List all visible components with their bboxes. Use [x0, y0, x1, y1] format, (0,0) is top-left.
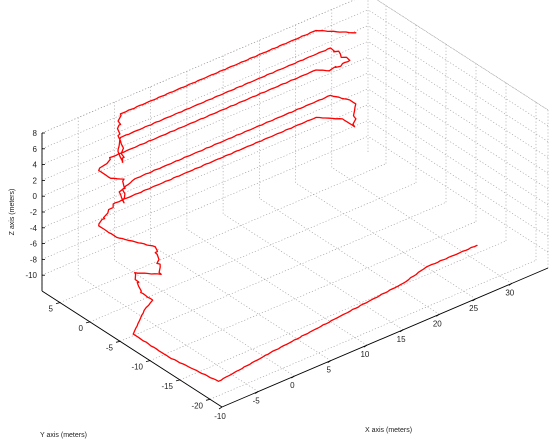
grid-line [59, 163, 387, 303]
z-tick-label: -6 [30, 240, 38, 249]
grid-line [149, 221, 477, 361]
x-axis-line [221, 267, 549, 408]
x-tick-mark [508, 283, 513, 286]
grid-line [41, 25, 369, 165]
y-axis-line [41, 290, 223, 408]
grid-line [41, 72, 369, 213]
x-tick-label: 10 [360, 350, 369, 359]
trajectory-line [98, 29, 478, 382]
y-tick-mark [55, 302, 61, 304]
x-tick-label: 20 [433, 319, 442, 328]
z-tick-label: 8 [33, 129, 38, 138]
z-tick-label: -10 [25, 271, 37, 280]
y-tick-label: -10 [131, 363, 143, 372]
x-tick-mark [291, 375, 295, 379]
z-tick-label: 2 [33, 176, 38, 185]
grid-line [367, 135, 549, 253]
grid-line [89, 182, 417, 323]
x-tick-mark [472, 298, 476, 302]
grid-line [41, 56, 369, 197]
grid-line [209, 260, 537, 400]
grid-line [259, 198, 440, 315]
x-tick-label: 0 [290, 381, 295, 390]
grid-line [41, 135, 369, 276]
y-tick-label: -5 [106, 343, 114, 352]
x-tick-mark [436, 313, 440, 317]
z-tick-label: -2 [30, 208, 38, 217]
y-tick-mark [115, 340, 121, 343]
grid-line [295, 182, 476, 300]
grid-line [150, 244, 331, 361]
y-tick-mark [175, 379, 181, 382]
y-tick-mark [205, 398, 211, 401]
y-tick-mark [85, 321, 91, 324]
grid-line [367, 41, 549, 158]
label-layer: Z axis (meters) Y axis (meters) X axis (… [9, 189, 412, 439]
z-tick-label: 6 [33, 145, 38, 154]
grid-line [41, 120, 369, 260]
x-tick-label: -10 [214, 412, 226, 421]
z-tick-label: -4 [30, 224, 38, 233]
x-tick-mark [218, 406, 223, 410]
y-tick-label: 0 [79, 324, 84, 333]
grid-line [119, 202, 447, 342]
x-tick-label: 30 [505, 288, 514, 297]
grid-line [179, 240, 507, 381]
series-layer [98, 29, 478, 382]
grid-line [41, 41, 369, 181]
grid-line [41, 88, 369, 229]
grid-line [114, 259, 295, 377]
grid-line [41, 9, 369, 150]
z-tick-label: -8 [30, 255, 38, 264]
grid-layer [41, 0, 549, 408]
z-axis-label: Z axis (meters) [9, 189, 16, 236]
grid-line [367, 25, 549, 142]
y-tick-label: 5 [49, 305, 54, 314]
grid-line [78, 275, 259, 392]
grid-line [186, 228, 368, 346]
grid-line [367, 72, 549, 190]
z-tick-label: 4 [33, 161, 38, 170]
grid-line [41, 104, 369, 244]
x-tick-label: 15 [397, 335, 406, 344]
x-tick-mark [327, 360, 331, 364]
x-tick-label: 25 [469, 304, 478, 313]
z-tick-label: 0 [33, 192, 38, 201]
x-tick-mark [363, 344, 368, 348]
box-edge [376, 0, 549, 111]
x-tick-mark [399, 329, 404, 333]
grid-line [367, 88, 549, 206]
grid-line [222, 213, 404, 331]
x-tick-label: -5 [253, 397, 261, 406]
x-axis-label: X axis (meters) [365, 427, 412, 434]
box-edge [41, 0, 355, 134]
y-tick-label: -20 [191, 401, 203, 410]
grid-line [331, 167, 512, 284]
x-tick-label: 5 [326, 366, 331, 375]
grid-line [367, 56, 549, 174]
x-tick-mark [254, 391, 259, 394]
grid-line [367, 120, 549, 237]
grid-line [41, 0, 355, 134]
grid-line [376, 0, 549, 111]
grid-line [367, 9, 549, 127]
axis-layer: -10-5051015202530-20-15-10-50586420-2-4-… [25, 129, 549, 421]
grid-line [367, 104, 549, 221]
y-axis-label: Y axis (meters) [40, 432, 87, 439]
y-tick-label: -15 [161, 382, 173, 391]
y-tick-mark [145, 360, 151, 362]
